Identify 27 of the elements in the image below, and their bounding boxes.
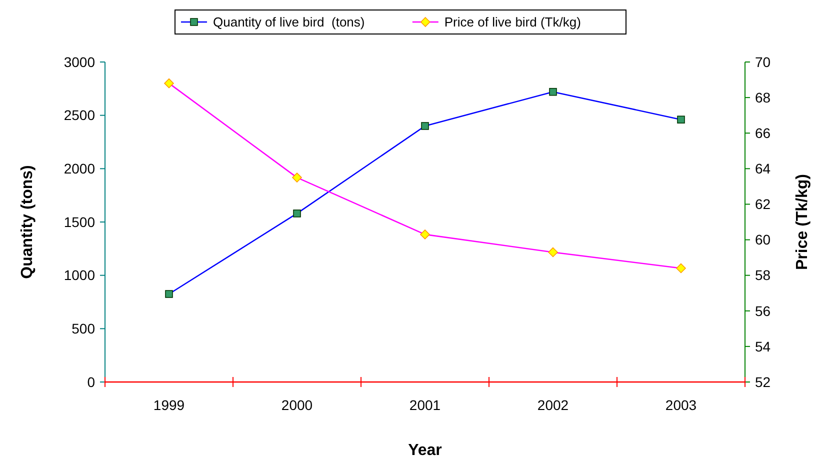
y-tick-label: 2500 — [64, 107, 96, 124]
y-tick-label: 1000 — [64, 267, 96, 284]
x-tick-label: 2001 — [409, 397, 441, 413]
y2-tick-label: 60 — [755, 232, 771, 248]
y2-tick-label: 64 — [755, 160, 771, 177]
x-tick-label: 1999 — [153, 397, 185, 413]
y2-tick-label: 56 — [755, 302, 771, 319]
y-tick-label: 2000 — [64, 160, 96, 177]
y2-tick-label: 62 — [755, 196, 771, 212]
x-axis-title: Year — [408, 442, 442, 459]
y-tick-label: 3000 — [64, 54, 96, 70]
y2-tick-label: 58 — [755, 267, 771, 284]
x-tick-label: 2002 — [537, 397, 569, 413]
legend-label: Quantity of live bird (tons) — [213, 14, 365, 30]
y2-tick-label: 54 — [755, 338, 771, 354]
y-tick-label: 0 — [87, 374, 96, 390]
y2-tick-label: 68 — [755, 89, 771, 106]
y-axis-title: Quantity (tons) — [19, 165, 36, 279]
y-tick-label: 1500 — [64, 214, 96, 230]
x-tick-label: 2003 — [665, 397, 697, 413]
y2-tick-label: 70 — [755, 54, 771, 70]
y2-tick-label: 52 — [755, 374, 771, 390]
legend-label: Price of live bird (Tk/kg) — [444, 14, 581, 30]
x-tick-label: 2000 — [281, 397, 313, 413]
y2-axis-title: Price (Tk/kg) — [794, 174, 811, 270]
y-tick-label: 500 — [72, 320, 96, 337]
y2-tick-label: 66 — [755, 125, 771, 142]
